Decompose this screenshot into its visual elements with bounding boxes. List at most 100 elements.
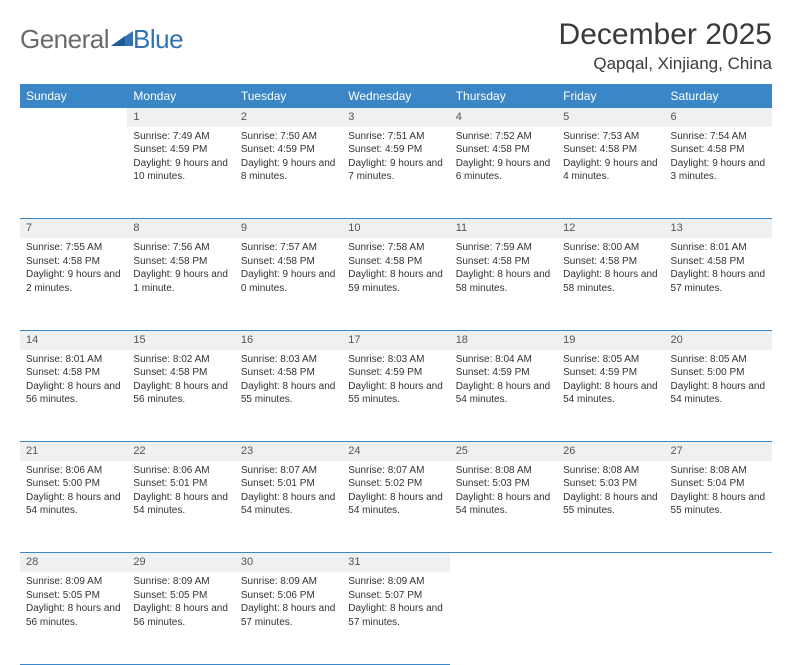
day-number-cell: 15 [127,330,234,349]
sunset-line: Sunset: 5:07 PM [348,589,443,603]
day-number: 28 [26,556,38,568]
logo: General Blue [20,24,183,55]
daylight-line: Daylight: 8 hours and 58 minutes. [456,268,551,295]
daylight-line: Daylight: 8 hours and 54 minutes. [456,491,551,518]
sunset-line: Sunset: 4:58 PM [671,143,766,157]
day-number: 3 [348,111,354,123]
day-number-cell: 21 [20,442,127,461]
day-header: Tuesday [235,84,342,108]
sunset-line: Sunset: 4:59 PM [348,366,443,380]
day-number-cell: 9 [235,219,342,238]
daylight-line: Daylight: 8 hours and 55 minutes. [563,491,658,518]
day-cell: Sunrise: 8:09 AMSunset: 5:06 PMDaylight:… [235,572,342,664]
day-cell [20,127,127,219]
week-row: Sunrise: 8:01 AMSunset: 4:58 PMDaylight:… [20,350,772,442]
day-header: Wednesday [342,84,449,108]
week-row: Sunrise: 7:49 AMSunset: 4:59 PMDaylight:… [20,127,772,219]
day-number: 2 [241,111,247,123]
sunset-line: Sunset: 5:04 PM [671,477,766,491]
day-cell-body: Sunrise: 8:06 AMSunset: 5:00 PMDaylight:… [20,461,127,524]
day-number-cell: 12 [557,219,664,238]
daylight-line: Daylight: 8 hours and 57 minutes. [348,602,443,629]
day-header: Saturday [665,84,772,108]
day-cell-body: Sunrise: 7:56 AMSunset: 4:58 PMDaylight:… [127,238,234,301]
daylight-line: Daylight: 8 hours and 55 minutes. [671,491,766,518]
title-location: Qapqal, Xinjiang, China [559,54,772,74]
day-cell-body: Sunrise: 8:09 AMSunset: 5:06 PMDaylight:… [235,572,342,635]
daylight-line: Daylight: 8 hours and 56 minutes. [133,380,228,407]
day-number-cell: 1 [127,108,234,127]
daylight-line: Daylight: 8 hours and 54 minutes. [563,380,658,407]
day-header: Friday [557,84,664,108]
sunset-line: Sunset: 4:59 PM [563,366,658,380]
day-number-cell: 13 [665,219,772,238]
day-cell [557,572,664,664]
day-number-cell: 7 [20,219,127,238]
day-cell-body: Sunrise: 7:52 AMSunset: 4:58 PMDaylight:… [450,127,557,190]
day-number-cell: 10 [342,219,449,238]
day-cell: Sunrise: 7:53 AMSunset: 4:58 PMDaylight:… [557,127,664,219]
day-number: 16 [241,334,253,346]
sunrise-line: Sunrise: 8:09 AM [26,575,121,589]
day-number: 22 [133,445,145,457]
sunset-line: Sunset: 4:58 PM [563,255,658,269]
sunrise-line: Sunrise: 8:06 AM [133,464,228,478]
sunrise-line: Sunrise: 7:53 AM [563,130,658,144]
day-cell: Sunrise: 8:09 AMSunset: 5:07 PMDaylight:… [342,572,449,664]
sunset-line: Sunset: 4:59 PM [133,143,228,157]
sunset-line: Sunset: 5:05 PM [133,589,228,603]
day-number: 17 [348,334,360,346]
day-cell: Sunrise: 8:09 AMSunset: 5:05 PMDaylight:… [127,572,234,664]
daylight-line: Daylight: 8 hours and 56 minutes. [133,602,228,629]
day-cell: Sunrise: 8:07 AMSunset: 5:01 PMDaylight:… [235,461,342,553]
header: General Blue December 2025 Qapqal, Xinji… [20,18,772,74]
sunset-line: Sunset: 4:58 PM [26,366,121,380]
daylight-line: Daylight: 8 hours and 54 minutes. [133,491,228,518]
day-number-cell [450,553,557,572]
week-row: Sunrise: 8:06 AMSunset: 5:00 PMDaylight:… [20,461,772,553]
day-number: 8 [133,222,139,234]
day-number-cell: 18 [450,330,557,349]
day-number: 13 [671,222,683,234]
day-header-row: Sunday Monday Tuesday Wednesday Thursday… [20,84,772,108]
day-number: 29 [133,556,145,568]
day-cell: Sunrise: 7:59 AMSunset: 4:58 PMDaylight:… [450,238,557,330]
day-number-cell: 22 [127,442,234,461]
daylight-line: Daylight: 8 hours and 55 minutes. [241,380,336,407]
day-number: 9 [241,222,247,234]
day-cell: Sunrise: 7:51 AMSunset: 4:59 PMDaylight:… [342,127,449,219]
sunrise-line: Sunrise: 8:09 AM [133,575,228,589]
day-cell: Sunrise: 8:00 AMSunset: 4:58 PMDaylight:… [557,238,664,330]
daylight-line: Daylight: 8 hours and 56 minutes. [26,380,121,407]
sunrise-line: Sunrise: 8:00 AM [563,241,658,255]
day-number-cell: 19 [557,330,664,349]
sunrise-line: Sunrise: 7:55 AM [26,241,121,255]
day-number: 1 [133,111,139,123]
sunrise-line: Sunrise: 8:07 AM [241,464,336,478]
daylight-line: Daylight: 9 hours and 0 minutes. [241,268,336,295]
daylight-line: Daylight: 9 hours and 3 minutes. [671,157,766,184]
week-row: Sunrise: 7:55 AM Sunset: 4:58 PM Daylight:… [20,238,772,330]
daynum-row: 123456 [20,108,772,127]
day-cell-body: Sunrise: 8:04 AMSunset: 4:59 PMDaylight:… [450,350,557,413]
day-cell-body: Sunrise: 8:05 AMSunset: 4:59 PMDaylight:… [557,350,664,413]
sunset-line: Sunset: 4:58 PM [563,143,658,157]
day-number: 31 [348,556,360,568]
day-number: 10 [348,222,360,234]
day-cell-body: Sunrise: 8:09 AMSunset: 5:05 PMDaylight:… [127,572,234,635]
day-cell-body: Sunrise: 8:03 AMSunset: 4:59 PMDaylight:… [342,350,449,413]
day-cell: Sunrise: 7:54 AMSunset: 4:58 PMDaylight:… [665,127,772,219]
day-cell-body: Sunrise: 7:49 AMSunset: 4:59 PMDaylight:… [127,127,234,190]
sunset-line: Sunset: 4:58 PM [241,366,336,380]
day-cell: Sunrise: 8:02 AMSunset: 4:58 PMDaylight:… [127,350,234,442]
sunset-line: Sunset: 5:03 PM [456,477,551,491]
sunrise-line: Sunrise: 8:08 AM [563,464,658,478]
day-number-cell: 26 [557,442,664,461]
sunset-line: Sunset: 4:59 PM [456,366,551,380]
day-cell-body: Sunrise: 8:05 AMSunset: 5:00 PMDaylight:… [665,350,772,413]
daylight-line: Daylight: 9 hours and 8 minutes. [241,157,336,184]
sunrise-line: Sunrise: 8:05 AM [671,353,766,367]
sunrise-line: Sunrise: 8:06 AM [26,464,121,478]
day-number-cell: 11 [450,219,557,238]
sunrise-line: Sunrise: 7:50 AM [241,130,336,144]
